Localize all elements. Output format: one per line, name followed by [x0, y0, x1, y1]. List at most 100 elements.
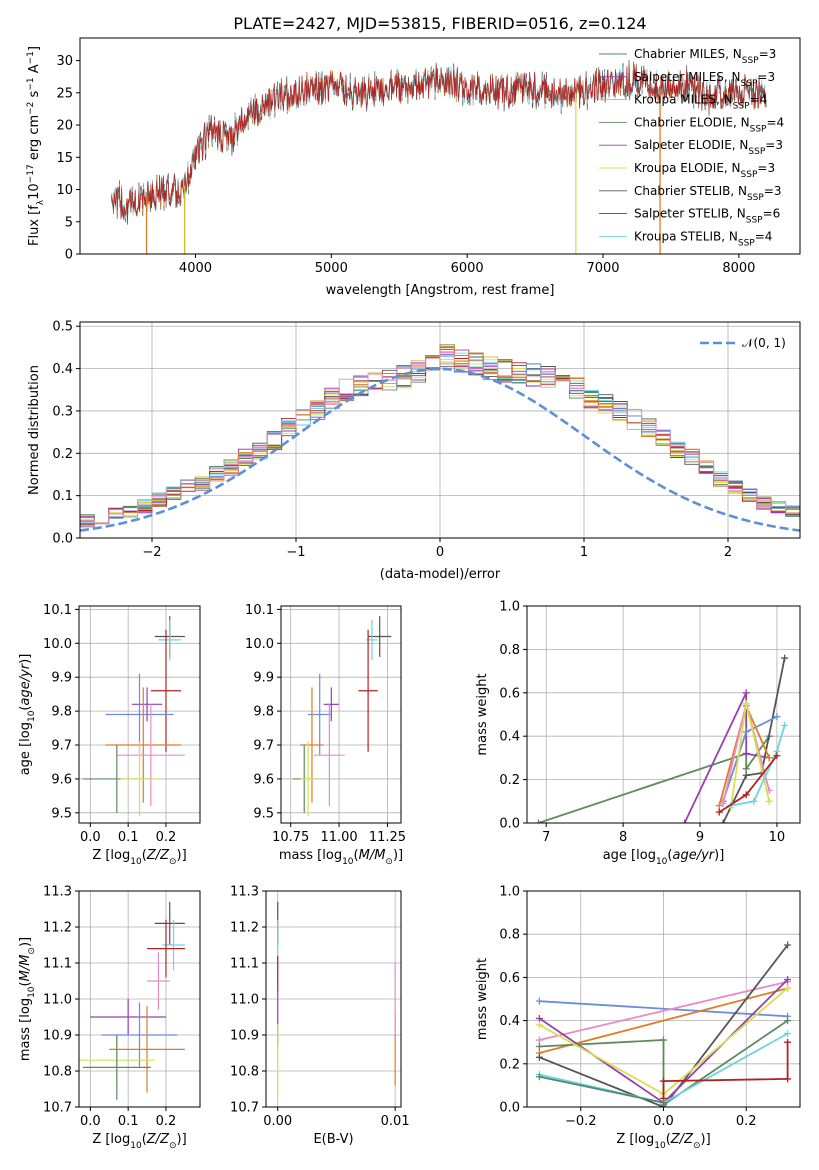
x-tick-label: 0 [436, 545, 444, 560]
label-part: =6 [763, 207, 781, 221]
label-part: SSP [733, 102, 750, 112]
y-tick-label: 0.5 [52, 320, 73, 335]
series-marker [784, 941, 792, 949]
series-marker [742, 700, 750, 708]
series-marker [742, 765, 750, 773]
y-tick-label: 0.8 [499, 643, 520, 658]
label-part: Chabrier STELIB, N [634, 184, 747, 198]
x-tick-label: 7000 [586, 261, 619, 276]
label-part: =4 [750, 93, 768, 107]
y-tick-label: 11.0 [43, 993, 72, 1008]
y-tick-label: 0.0 [52, 532, 73, 547]
series-marker [773, 713, 781, 721]
massweight_vs_age-data [535, 654, 789, 823]
label-part: Salpeter ELODIE, N [634, 138, 748, 152]
y-tick-label: 0.0 [499, 1101, 520, 1116]
label-part: E(B-V) [313, 1132, 353, 1147]
x-tick-label: −0.2 [565, 1114, 597, 1129]
x-axis-label: wavelength [Angstrom, rest frame] [326, 283, 555, 298]
label-part: =3 [757, 70, 775, 84]
series-marker [681, 819, 689, 823]
series-marker [773, 752, 781, 760]
axes-frame [526, 890, 801, 1108]
series-line [539, 1019, 789, 1107]
y-tick-label: 11.3 [230, 885, 259, 900]
normal-reference-curve [80, 367, 800, 532]
y-tick-label: 11.1 [43, 957, 72, 972]
series-marker [742, 728, 750, 736]
series-marker [535, 1043, 543, 1051]
series-marker [784, 1030, 792, 1038]
label-part: 10 [342, 857, 354, 867]
age_vs_mass-data [292, 616, 392, 817]
age_vs_Z-panel: 0.0 0.1 0.29.59.69.79.89.910.010.1Z [log10… [18, 603, 201, 867]
axes-frame [280, 605, 402, 824]
label-part: Z/Z [146, 848, 170, 863]
y-tick-label: 10.8 [230, 1065, 259, 1080]
y-tick-label: 10.1 [245, 603, 274, 618]
residual-panel: −2 −1 0 1 2 0.0 0.1 0.2 0.3 0.4 0.5 (data-model)/er… [27, 320, 801, 582]
y-tick-label: 10.1 [43, 603, 72, 618]
label-part: ⊙ [385, 857, 393, 867]
label-part: Z [log [616, 1132, 654, 1147]
label-part: Chabrier MILES, N [634, 47, 742, 61]
label-part: )] [177, 1132, 187, 1147]
label-part: 𝒩 [742, 336, 756, 350]
y-tick-label: 0.2 [499, 1057, 520, 1072]
y-tick-label: 10.7 [43, 1101, 72, 1116]
mass_vs_Z-data [79, 901, 185, 1100]
label-part: Salpeter STELIB, N [634, 207, 746, 221]
massweight_vs_Z-data [535, 941, 792, 1107]
label-part: Kroupa ELODIE, N [634, 161, 741, 175]
label-part: Chabrier ELODIE, N [634, 115, 750, 129]
y-tick-label: 0.0 [499, 817, 520, 832]
legend-label: Chabrier STELIB, NSSP=3 [634, 184, 782, 203]
label-part: =3 [765, 138, 783, 152]
y-tick-label: 9.7 [253, 739, 274, 754]
label-part: =4 [755, 229, 773, 243]
label-part: ( [18, 981, 33, 986]
series-marker [765, 754, 773, 762]
label-part: )] [393, 848, 403, 863]
axes-frame [79, 37, 801, 255]
label-part: age/yr [18, 662, 33, 705]
x-tick-label: 1 [580, 545, 588, 560]
axes-frame [79, 321, 801, 539]
y-tick-label: 10.0 [245, 637, 274, 652]
label-part: (0, 1) [754, 336, 786, 350]
label-part: Flux [f [27, 205, 42, 246]
legend-label: Salpeter MILES, NSSP=3 [634, 70, 775, 89]
mass_vs_Z-panel: 0.0 0.1 0.2 10.7 10.8 10.9 11.0 11.1 11.2 11.3 Z [… [18, 885, 201, 1151]
axes-frame [265, 890, 402, 1108]
label-part: SSP [741, 170, 758, 180]
y-tick-label: 25 [56, 86, 73, 101]
x-tick-label: −2 [142, 545, 161, 560]
legend-label: Salpeter STELIB, NSSP=6 [634, 207, 780, 226]
x-tick-label: 11.25 [369, 830, 406, 845]
label-part: Kroupa STELIB, N [634, 229, 738, 243]
label-part: M/M [18, 955, 33, 982]
label-part: 10 [130, 1141, 142, 1151]
series-marker [784, 1017, 792, 1025]
label-part: mass [log [279, 848, 342, 863]
series-marker [781, 654, 789, 662]
label-part: =3 [757, 161, 775, 175]
y-tick-label: 11.3 [43, 885, 72, 900]
label-part: =4 [766, 115, 784, 129]
y-tick-label: 0.6 [499, 971, 520, 986]
y-tick-label: 9.9 [253, 671, 274, 686]
y-tick-label: 11.2 [43, 921, 72, 936]
label-part: ( [667, 848, 672, 863]
legend-label: Chabrier MILES, NSSP=3 [634, 47, 776, 66]
label-part: ( [18, 706, 33, 711]
series-marker [660, 1099, 667, 1107]
series-line [539, 1075, 664, 1104]
x-tick-label: 8 [619, 830, 627, 845]
y-tick-label: 30 [56, 54, 73, 69]
label-part: A [27, 64, 42, 77]
label-part: )] [177, 848, 187, 863]
x-tick-label: 5000 [315, 261, 348, 276]
series-line [539, 944, 789, 1107]
x-tick-label: 0.0 [653, 1114, 674, 1129]
